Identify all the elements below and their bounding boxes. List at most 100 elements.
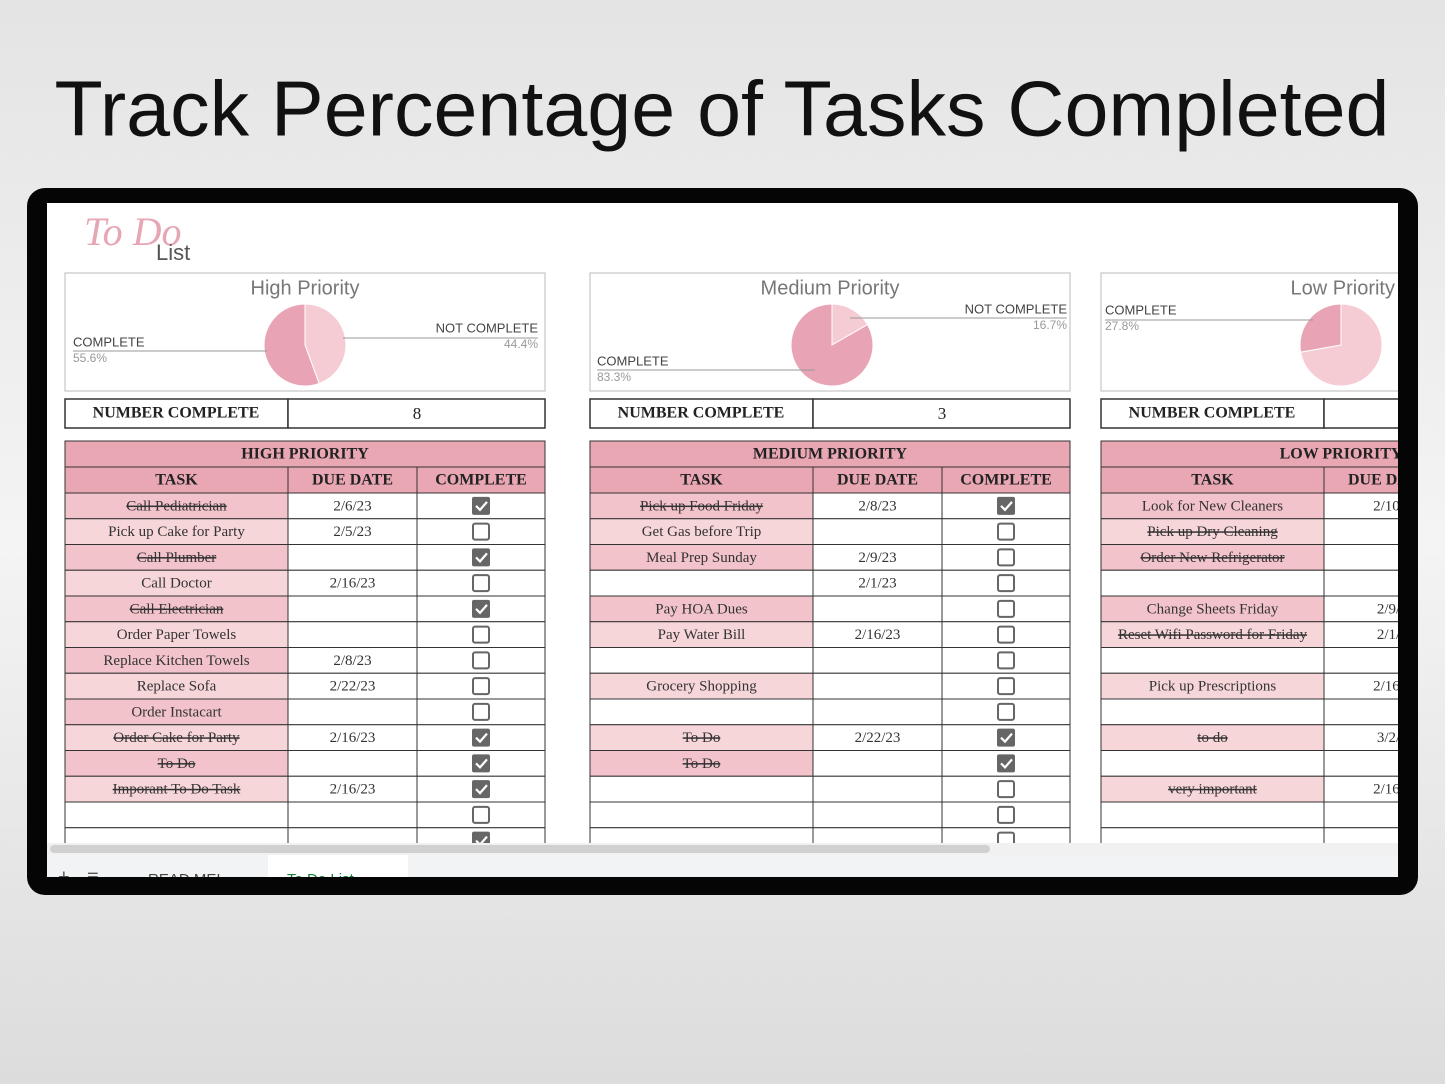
checkbox-empty — [472, 805, 490, 824]
due-cell — [812, 492, 943, 520]
task-text: To Do — [683, 730, 721, 746]
checkmark — [1000, 501, 1013, 512]
pie-slice — [831, 303, 869, 346]
column-header-cell — [287, 466, 418, 494]
task-cell — [1100, 775, 1325, 803]
checkbox-checked — [472, 548, 490, 567]
task-cell — [1100, 724, 1325, 751]
checkbox-empty — [997, 702, 1015, 721]
due-text: 2/16/ — [1373, 782, 1405, 798]
column-header-cell — [64, 466, 289, 494]
logo-word: List — [156, 240, 190, 265]
checkbox-checked — [472, 496, 490, 515]
task-cell — [64, 647, 289, 674]
column-header: TASK — [1191, 472, 1234, 489]
due-cell — [1323, 544, 1398, 571]
table-title: LOW PRIORITY — [1280, 446, 1403, 463]
due-cell — [287, 569, 418, 597]
task-text: Reset Wifi Password for Friday — [1118, 627, 1308, 643]
add-sheet-button[interactable]: + — [58, 866, 70, 888]
due-cell — [1323, 569, 1398, 597]
count-label-cell — [1100, 398, 1325, 429]
due-text: 2/9/ — [1377, 601, 1401, 617]
active-tab[interactable] — [268, 855, 408, 885]
task-text: Replace Kitchen Towels — [103, 653, 249, 669]
pie-slice — [263, 303, 320, 387]
task-text: Imporant To Do Task — [113, 782, 241, 798]
due-cell — [287, 750, 418, 777]
checkbox-checked — [472, 728, 490, 747]
due-text: 2/1/23 — [858, 576, 896, 592]
task-cell — [64, 801, 289, 829]
checkbox-checked — [997, 728, 1015, 747]
task-text: Call Doctor — [141, 576, 211, 592]
count-value-cell — [1323, 398, 1398, 429]
priority-section: Low Priority COMPLETE 27.8% NUMBER COMPLETE… — [1100, 272, 1405, 843]
checkmark — [475, 835, 488, 843]
task-text: Pay Water Bill — [658, 627, 746, 643]
all-sheets-button[interactable]: ≡ — [87, 866, 99, 888]
task-text: Pay HOA Dues — [655, 601, 748, 617]
due-cell — [1323, 698, 1398, 726]
task-text: Look for New Cleaners — [1142, 498, 1283, 514]
due-cell — [1323, 827, 1398, 843]
headline: Track Percentage of Tasks Completed — [55, 65, 1390, 153]
checkbox-empty — [997, 522, 1015, 541]
table-title-cell — [64, 440, 546, 468]
checkbox-empty — [997, 548, 1015, 567]
task-text: Replace Sofa — [137, 679, 217, 695]
table-title: HIGH PRIORITY — [241, 446, 369, 463]
task-text: Order Cake for Party — [113, 730, 240, 746]
task-cell — [64, 544, 289, 571]
due-text: 2/16/23 — [330, 782, 376, 798]
task-cell — [1100, 801, 1325, 829]
scrollbar-thumb[interactable] — [50, 845, 990, 853]
task-cell — [589, 801, 814, 829]
task-text: Order Paper Towels — [117, 627, 237, 643]
slice-name: COMPLETE — [1105, 302, 1177, 317]
tab[interactable]: To Do List — [287, 871, 355, 888]
task-cell — [64, 672, 289, 700]
checkmark — [475, 732, 488, 744]
task-text: Call Electrician — [130, 601, 224, 617]
task-cell — [64, 724, 289, 751]
task-text: Order Instacart — [131, 704, 222, 720]
task-cell — [589, 569, 814, 597]
tab[interactable]: READ ME! — [148, 871, 221, 888]
priority-section: High Priority COMPLETE 55.6% NOT COMPLETE 44… — [64, 272, 546, 843]
task-cell — [589, 724, 814, 751]
due-text: 2/16/ — [1373, 679, 1405, 695]
task-text: Change Sheets Friday — [1147, 601, 1279, 617]
column-header-cell — [941, 466, 1071, 494]
task-cell — [589, 647, 814, 674]
due-cell — [287, 801, 418, 829]
due-cell — [287, 492, 418, 520]
count-label: NUMBER COMPLETE — [618, 405, 785, 422]
count-label-cell — [64, 398, 289, 429]
due-cell — [812, 750, 943, 777]
due-cell — [287, 518, 418, 545]
task-text: Get Gas before Trip — [642, 524, 762, 540]
due-cell — [1323, 672, 1398, 700]
checkbox-empty — [472, 522, 490, 541]
checkmark — [1000, 732, 1013, 744]
task-text: to do — [1197, 730, 1227, 746]
due-cell — [287, 647, 418, 674]
task-text: Order New Refrigerator — [1140, 550, 1284, 566]
task-cell — [1100, 569, 1325, 597]
checkmark — [475, 501, 488, 512]
due-cell — [287, 621, 418, 648]
count-value-cell — [812, 398, 1071, 429]
slice-name: NOT COMPLETE — [965, 301, 1068, 316]
task-text: very important — [1168, 782, 1258, 798]
due-text: 2/22/23 — [855, 730, 901, 746]
task-text: Meal Prep Sunday — [646, 550, 757, 566]
task-cell — [64, 569, 289, 597]
checkbox-empty — [997, 831, 1015, 843]
due-cell — [287, 544, 418, 571]
task-text: To Do — [683, 756, 721, 772]
due-cell — [287, 595, 418, 623]
checkmark — [475, 784, 488, 795]
